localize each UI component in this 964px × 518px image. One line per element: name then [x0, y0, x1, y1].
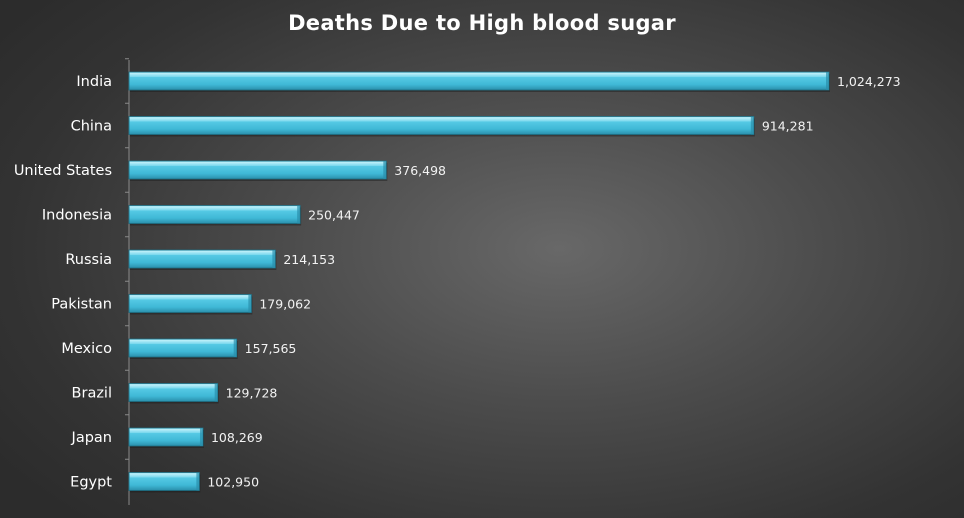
- value-label: 108,269: [211, 430, 263, 445]
- category-label: Pakistan: [51, 297, 112, 313]
- bar-indonesia: [128, 205, 302, 226]
- bar-end-cap: [826, 72, 829, 90]
- bar-highlight: [130, 251, 275, 255]
- bar-highlight: [130, 384, 217, 389]
- value-label: 1,024,273: [837, 74, 901, 89]
- value-label: 914,281: [762, 119, 814, 134]
- bar-highlight: [130, 429, 202, 433]
- value-label: 250,447: [308, 208, 360, 223]
- bar-brazil: [128, 383, 219, 404]
- bar-end-cap: [272, 250, 276, 268]
- value-label: 102,950: [207, 475, 259, 490]
- value-label: 376,498: [394, 163, 446, 178]
- category-label: Indonesia: [42, 208, 112, 224]
- value-label: 129,728: [226, 386, 278, 401]
- chart-title: Deaths Due to High blood sugar: [288, 11, 676, 35]
- category-label: United States: [14, 163, 112, 179]
- bar-highlight: [130, 295, 251, 300]
- bar-end-cap: [233, 339, 237, 357]
- bar-pakistan: [128, 294, 253, 315]
- bar-end-cap: [750, 116, 754, 135]
- category-label: Brazil: [72, 386, 112, 402]
- bar-end-cap: [214, 383, 218, 402]
- value-label: 157,565: [245, 341, 297, 356]
- bar-china: [128, 116, 755, 137]
- bar-united-states: [128, 160, 388, 181]
- bar-end-cap: [383, 161, 387, 179]
- category-label: India: [76, 74, 112, 90]
- bar-end-cap: [199, 428, 203, 446]
- bar-highlight: [130, 162, 386, 166]
- category-label: China: [71, 119, 112, 135]
- bar-highlight: [130, 206, 300, 211]
- bar-highlight: [130, 117, 753, 122]
- category-label: Mexico: [61, 341, 112, 357]
- bar-end-cap: [248, 294, 252, 313]
- bar-india: [128, 71, 830, 92]
- bar-highlight: [130, 473, 199, 478]
- category-label: Russia: [65, 252, 112, 268]
- value-label: 214,153: [283, 252, 335, 267]
- value-label: 179,062: [259, 297, 311, 312]
- bar-highlight: [130, 73, 828, 77]
- category-label: Egypt: [70, 475, 112, 491]
- bar-japan: [128, 427, 204, 448]
- bar-highlight: [130, 340, 236, 344]
- bar-end-cap: [297, 205, 301, 224]
- category-label: Japan: [71, 430, 112, 446]
- bar-end-cap: [196, 472, 200, 491]
- bar-russia: [128, 249, 277, 270]
- bar-egypt: [128, 472, 201, 493]
- bar-mexico: [128, 338, 238, 359]
